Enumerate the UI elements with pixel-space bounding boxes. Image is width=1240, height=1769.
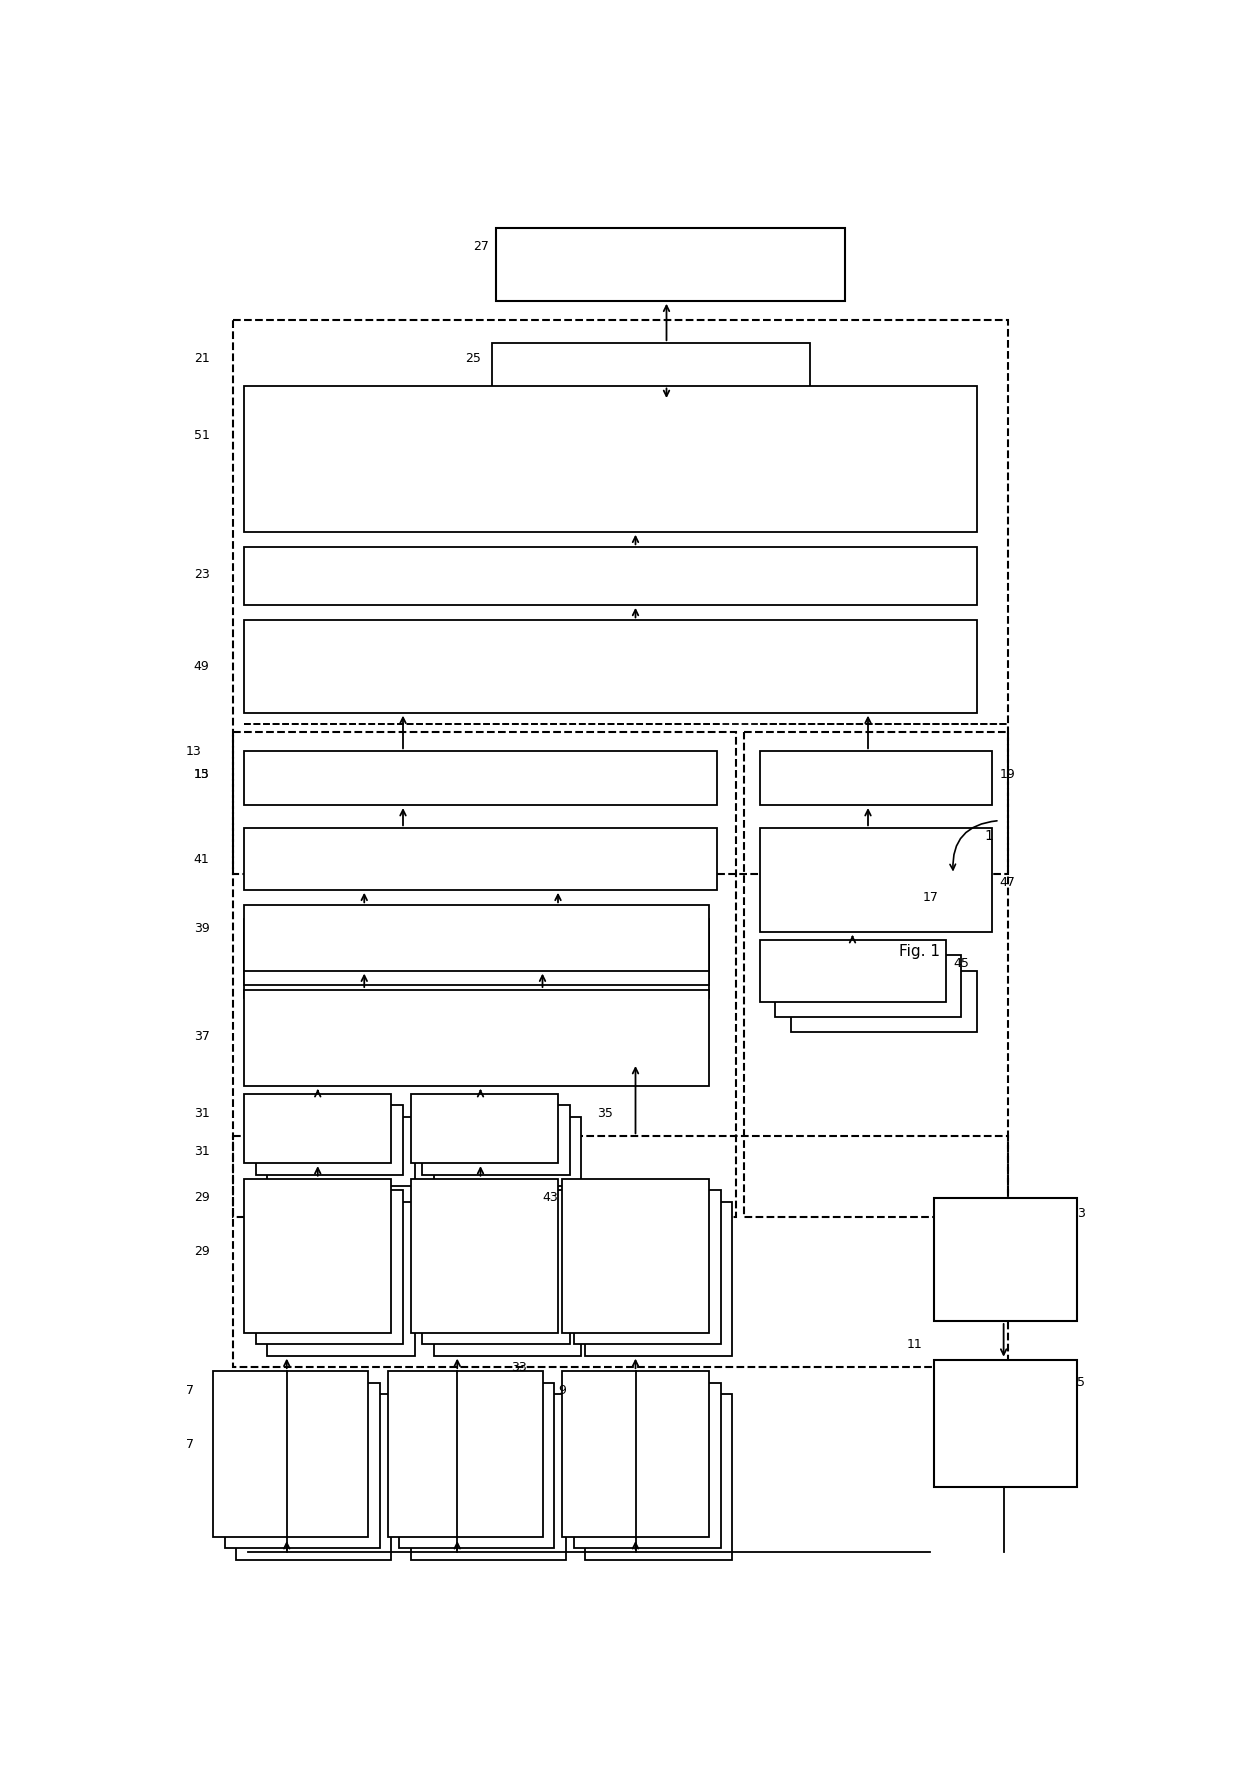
- Text: 31: 31: [193, 1145, 210, 1159]
- Bar: [244, 932, 709, 998]
- Text: 1: 1: [985, 830, 993, 844]
- Text: Fig. 1: Fig. 1: [899, 945, 940, 959]
- Text: 25: 25: [465, 352, 481, 364]
- Text: 5: 5: [1078, 1376, 1085, 1389]
- Bar: [410, 1093, 558, 1164]
- Bar: [268, 1116, 414, 1187]
- Bar: [434, 1116, 582, 1187]
- Text: 51: 51: [193, 430, 210, 442]
- Bar: [244, 828, 717, 890]
- Bar: [244, 920, 709, 985]
- Bar: [759, 828, 992, 932]
- Bar: [423, 1191, 569, 1344]
- Bar: [244, 547, 977, 605]
- Bar: [244, 991, 709, 1086]
- Bar: [496, 228, 844, 301]
- Bar: [585, 1201, 733, 1355]
- Bar: [233, 320, 1007, 874]
- Bar: [224, 1383, 379, 1548]
- Bar: [410, 1394, 565, 1560]
- Text: 35: 35: [596, 1107, 613, 1120]
- Text: 21: 21: [193, 352, 210, 364]
- Bar: [233, 1136, 1007, 1367]
- Text: 29: 29: [193, 1245, 210, 1258]
- Bar: [244, 1093, 392, 1164]
- Bar: [759, 939, 945, 1001]
- Bar: [410, 1178, 558, 1332]
- Bar: [934, 1198, 1078, 1321]
- Bar: [244, 906, 709, 971]
- Bar: [585, 1394, 733, 1560]
- Text: 33: 33: [511, 1360, 527, 1375]
- Bar: [434, 1201, 582, 1355]
- Bar: [268, 1201, 414, 1355]
- Bar: [213, 1371, 368, 1537]
- Text: 27: 27: [472, 241, 489, 253]
- Bar: [562, 1178, 709, 1332]
- Bar: [233, 732, 737, 1217]
- Text: 3: 3: [1078, 1206, 1085, 1221]
- Bar: [387, 1371, 543, 1537]
- Text: 47: 47: [999, 876, 1016, 888]
- Text: 11: 11: [906, 1337, 923, 1352]
- Text: 45: 45: [954, 957, 970, 969]
- Text: 39: 39: [193, 922, 210, 934]
- Text: 19: 19: [999, 768, 1016, 780]
- Text: 9: 9: [558, 1383, 565, 1398]
- Text: 43: 43: [543, 1191, 558, 1205]
- Text: 31: 31: [193, 1107, 210, 1120]
- Text: 7: 7: [186, 1383, 193, 1398]
- Text: 7: 7: [186, 1438, 193, 1451]
- Text: 17: 17: [923, 892, 939, 904]
- Text: 49: 49: [193, 660, 210, 672]
- Text: 29: 29: [193, 1191, 210, 1205]
- Bar: [573, 1383, 720, 1548]
- Bar: [244, 386, 977, 532]
- Bar: [423, 1106, 569, 1175]
- Bar: [399, 1383, 554, 1548]
- Bar: [744, 732, 1007, 1217]
- Bar: [237, 1394, 392, 1560]
- Text: 15: 15: [193, 768, 210, 780]
- Text: 37: 37: [193, 1030, 210, 1042]
- Text: 13: 13: [193, 768, 210, 780]
- Text: 23: 23: [193, 568, 210, 580]
- Bar: [255, 1191, 403, 1344]
- Bar: [244, 752, 717, 805]
- Text: 13: 13: [186, 745, 202, 757]
- Text: 41: 41: [193, 853, 210, 865]
- Bar: [573, 1191, 720, 1344]
- Bar: [791, 971, 977, 1033]
- Bar: [244, 621, 977, 713]
- Bar: [244, 1178, 392, 1332]
- Bar: [255, 1106, 403, 1175]
- Bar: [934, 1360, 1078, 1486]
- Bar: [759, 752, 992, 805]
- Bar: [562, 1371, 709, 1537]
- Bar: [775, 955, 961, 1017]
- Bar: [492, 343, 810, 402]
